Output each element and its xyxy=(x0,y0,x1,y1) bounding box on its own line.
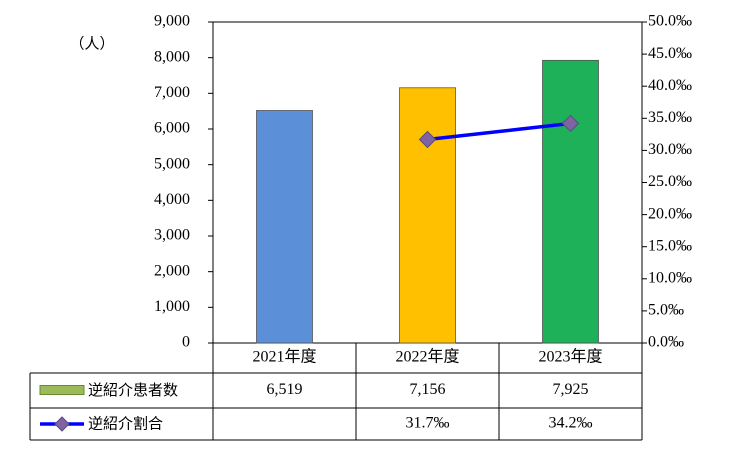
table-value: 7,156 xyxy=(410,381,446,398)
y2-tick-label: 20.0‰ xyxy=(648,205,692,222)
y2-tick-label: 50.0‰ xyxy=(648,13,692,30)
x-tick-label: 2023年度 xyxy=(538,348,602,366)
x-tick-label: 2021年度 xyxy=(252,348,316,366)
y2-tick-label: 25.0‰ xyxy=(648,173,692,190)
table-value: 31.7‰ xyxy=(406,415,450,432)
y-tick-label: 2,000 xyxy=(154,262,190,279)
y-tick-label: 6,000 xyxy=(154,120,190,137)
table-value: 6,519 xyxy=(267,381,303,398)
table-value: 34.2‰ xyxy=(549,415,593,432)
line xyxy=(427,121,571,142)
bar xyxy=(399,87,456,344)
y-tick-label: 5,000 xyxy=(154,155,190,172)
y-tick-label: 9,000 xyxy=(154,13,190,30)
marker xyxy=(561,114,580,133)
y2-tick-label: 30.0‰ xyxy=(648,141,692,158)
y-tick-label: 8,000 xyxy=(154,48,190,65)
x-tick-label: 2022年度 xyxy=(395,348,459,366)
y2-tick-label: 15.0‰ xyxy=(648,237,692,254)
bar xyxy=(256,110,313,344)
legend-marker xyxy=(54,416,70,432)
y-tick-label: 1,000 xyxy=(154,298,190,315)
bar xyxy=(542,59,599,344)
y-tick-label: 0 xyxy=(182,334,190,351)
y-axis-unit: （人） xyxy=(69,35,114,53)
y-tick-label: 3,000 xyxy=(154,227,190,244)
y2-tick-label: 5.0‰ xyxy=(648,302,684,319)
y2-tick-label: 0.0‰ xyxy=(648,334,684,351)
legend-label: 逆紹介割合 xyxy=(88,415,163,433)
y2-tick-label: 40.0‰ xyxy=(648,77,692,94)
legend-swatch xyxy=(39,385,85,395)
y2-tick-label: 10.0‰ xyxy=(648,269,692,286)
y-tick-label: 4,000 xyxy=(154,191,190,208)
legend-label: 逆紹介患者数 xyxy=(88,381,178,399)
y2-tick-label: 35.0‰ xyxy=(648,109,692,126)
y-tick-label: 7,000 xyxy=(154,84,190,101)
table-value: 7,925 xyxy=(553,381,589,398)
y2-tick-label: 45.0‰ xyxy=(648,45,692,62)
marker xyxy=(418,130,437,149)
